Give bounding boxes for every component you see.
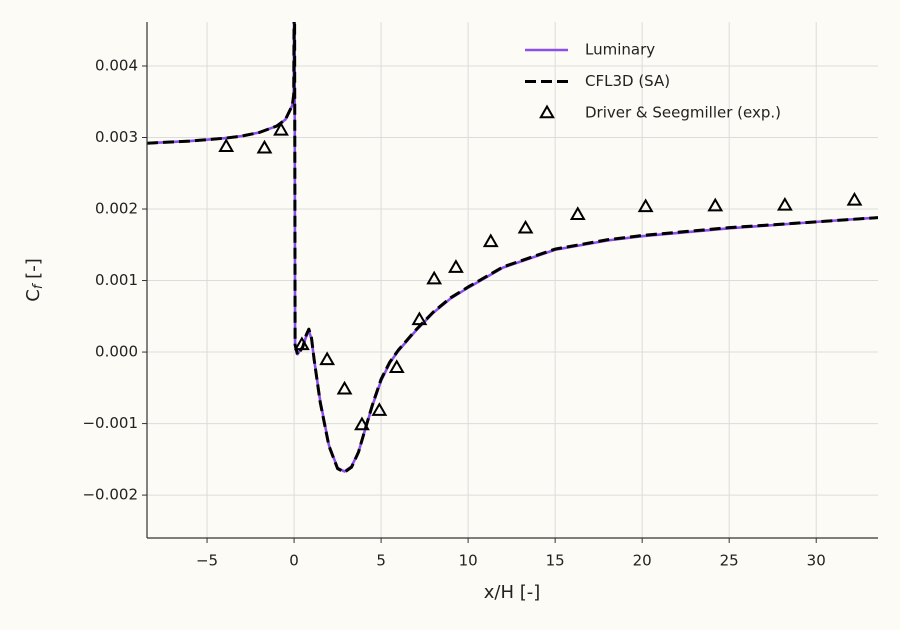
x-tick-label: 30	[807, 552, 826, 570]
data-point	[517, 219, 534, 234]
legend-marker	[539, 104, 555, 119]
grid	[147, 22, 878, 538]
x-tick-label: 15	[546, 552, 565, 570]
x-tick-label: 5	[376, 552, 386, 570]
data-point	[319, 351, 336, 366]
y-label-sub: f	[31, 282, 46, 289]
y-tick-label: −0.001	[82, 414, 138, 432]
x-tick-label: −5	[196, 552, 218, 570]
legend-label: Luminary	[585, 41, 655, 59]
data-point	[448, 259, 464, 273]
legend: Luminary CFL3D (SA) Driver & Seegmiller (e…	[525, 41, 781, 122]
y-tick-label: 0.004	[95, 56, 138, 74]
data-point	[707, 197, 724, 212]
data-point	[776, 196, 793, 211]
y-tick-label: 0.000	[95, 343, 138, 361]
y-tick-label: 0.001	[95, 271, 138, 289]
y-tick-label: 0.003	[95, 128, 138, 146]
x-axis-label: x/H [-]	[484, 582, 541, 603]
data-point	[637, 198, 654, 213]
data-point	[846, 191, 863, 206]
data-point	[354, 416, 370, 431]
legend-label: Driver & Seegmiller (exp.)	[585, 104, 781, 122]
data-point	[336, 380, 353, 395]
y-tick-label: −0.002	[82, 486, 138, 504]
y-axis-label: Cf [-]	[23, 258, 46, 301]
data-point	[569, 206, 586, 220]
data-point	[273, 121, 289, 136]
y-label-base: C	[23, 289, 44, 302]
data-point	[371, 402, 388, 416]
y-tick-label: 0.002	[95, 200, 138, 218]
data-point	[218, 138, 235, 153]
axes: −5 0 5 10 15 20 25 30 −0.002 −0.001 0.000 0.001 0.00…	[82, 22, 878, 570]
series-line	[147, 22, 878, 474]
data-point	[388, 359, 405, 374]
series-line	[147, 22, 878, 473]
x-tick-label: 0	[289, 552, 299, 570]
y-label-suffix: [-]	[23, 258, 44, 284]
x-tick-label: 20	[633, 552, 652, 570]
data-point	[293, 336, 310, 351]
data-point	[482, 233, 499, 248]
x-tick-label: 10	[459, 552, 478, 570]
data-point	[256, 139, 273, 154]
x-tick-label: 25	[720, 552, 739, 570]
data-point	[411, 311, 428, 326]
legend-label: CFL3D (SA)	[585, 72, 670, 90]
data-point	[426, 270, 443, 285]
plot-area	[147, 22, 878, 474]
